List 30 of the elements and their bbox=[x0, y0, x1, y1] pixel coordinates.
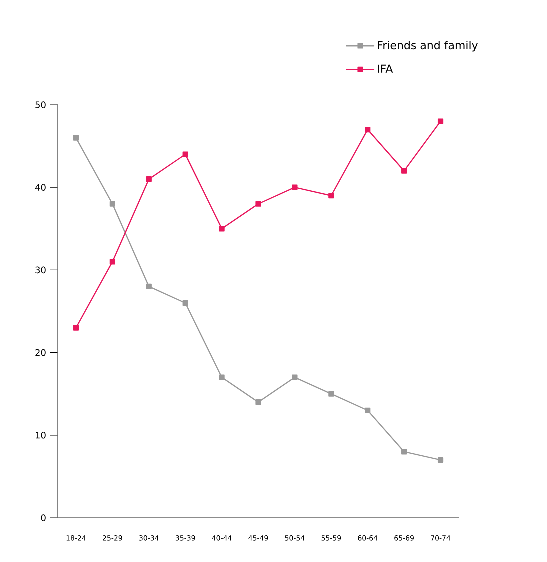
point bbox=[182, 152, 188, 158]
y-tick-label: 30 bbox=[36, 266, 46, 274]
point bbox=[110, 259, 116, 265]
point bbox=[438, 457, 444, 463]
point bbox=[110, 201, 116, 207]
legend-label: IFA bbox=[378, 64, 394, 73]
point bbox=[365, 408, 371, 414]
point bbox=[365, 126, 371, 133]
point bbox=[182, 300, 188, 306]
y-tick-label: 0 bbox=[41, 514, 46, 522]
point bbox=[256, 201, 262, 207]
point bbox=[328, 193, 334, 199]
y-tick-label: 20 bbox=[36, 349, 46, 356]
y-tick-label: 50 bbox=[36, 102, 46, 108]
point bbox=[328, 391, 334, 397]
point bbox=[292, 374, 298, 380]
point bbox=[402, 449, 408, 455]
y-tick-label: 40 bbox=[35, 184, 46, 192]
point bbox=[73, 135, 80, 141]
point bbox=[438, 118, 444, 124]
point bbox=[219, 374, 225, 380]
point bbox=[256, 400, 262, 406]
legend-label: Friends and family bbox=[378, 41, 478, 52]
point bbox=[292, 184, 298, 190]
point bbox=[402, 168, 408, 174]
point bbox=[73, 325, 80, 331]
y-tick-label: 10 bbox=[36, 432, 46, 439]
point bbox=[219, 226, 225, 232]
point bbox=[146, 176, 152, 182]
point bbox=[146, 284, 152, 290]
